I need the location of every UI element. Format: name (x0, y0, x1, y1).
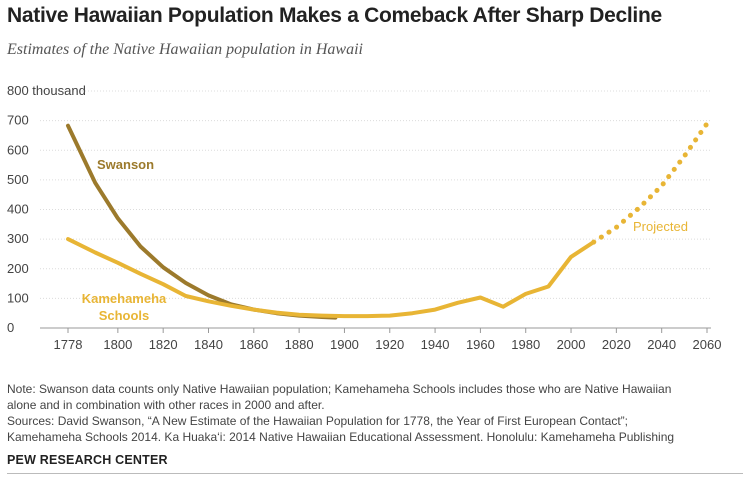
note-line-2: alone and in combination with other race… (7, 398, 325, 412)
chart-notes: Note: Swanson data counts only Native Ha… (7, 381, 747, 445)
series-labels: Swanson Kamehameha Schools Projected (82, 157, 688, 323)
footer-rule (7, 473, 743, 474)
x-tick-label: 2020 (602, 337, 631, 352)
sources-line-1: Sources: David Swanson, “A New Estimate … (7, 414, 629, 428)
kamehameha-label-line2: Schools (99, 308, 150, 323)
x-tick-label: 1800 (103, 337, 132, 352)
x-tick-label: 1920 (375, 337, 404, 352)
y-tick-label: 400 (7, 202, 29, 217)
y-tick-label: 100 (7, 290, 29, 305)
x-tick-label: 1820 (149, 337, 178, 352)
footer-org: PEW RESEARCH CENTER (7, 453, 168, 467)
y-tick-label: 800 thousand (7, 83, 86, 98)
y-tick-label: 300 (7, 231, 29, 246)
y-axis-ticks: 0 100 200 300 400 500 600 700 800 thousand (7, 83, 86, 335)
kamehameha-series-line (66, 237, 596, 319)
note-line-1: Note: Swanson data counts only Native Ha… (7, 382, 672, 396)
x-tick-label: 1880 (285, 337, 314, 352)
x-tick-label: 1900 (330, 337, 359, 352)
y-tick-label: 500 (7, 172, 29, 187)
x-tick-label: 1960 (466, 337, 495, 352)
kamehameha-label-line1: Kamehameha (82, 291, 167, 306)
swanson-series-line (66, 123, 338, 320)
x-tick-label: 1980 (511, 337, 540, 352)
chart-title: Native Hawaiian Population Makes a Comeb… (7, 4, 662, 27)
series-lines (66, 121, 710, 320)
y-tick-label: 0 (7, 320, 14, 335)
swanson-label: Swanson (97, 157, 154, 172)
x-tick-label: 1940 (421, 337, 450, 352)
grid-lines (40, 90, 711, 329)
sources-line-2: Kamehameha Schools 2014. Ka Huaka‘i: 201… (7, 430, 675, 444)
x-tick-label: 2060 (693, 337, 722, 352)
x-axis-ticks: 1778 1800 1820 1840 1860 1880 1900 1920 1940 1960… (54, 328, 722, 352)
y-tick-label: 700 (7, 113, 29, 128)
x-tick-label: 1840 (194, 337, 223, 352)
x-tick-label: 2000 (557, 337, 586, 352)
x-tick-label: 1860 (239, 337, 268, 352)
y-tick-label: 200 (7, 261, 29, 276)
chart-subtitle: Estimates of the Native Hawaiian populat… (7, 41, 363, 58)
y-tick-label: 600 (7, 142, 29, 157)
x-tick-label: 2040 (647, 337, 676, 352)
projected-series-line (591, 121, 710, 245)
x-tick-label: 1778 (54, 337, 83, 352)
projected-label: Projected (633, 219, 688, 234)
